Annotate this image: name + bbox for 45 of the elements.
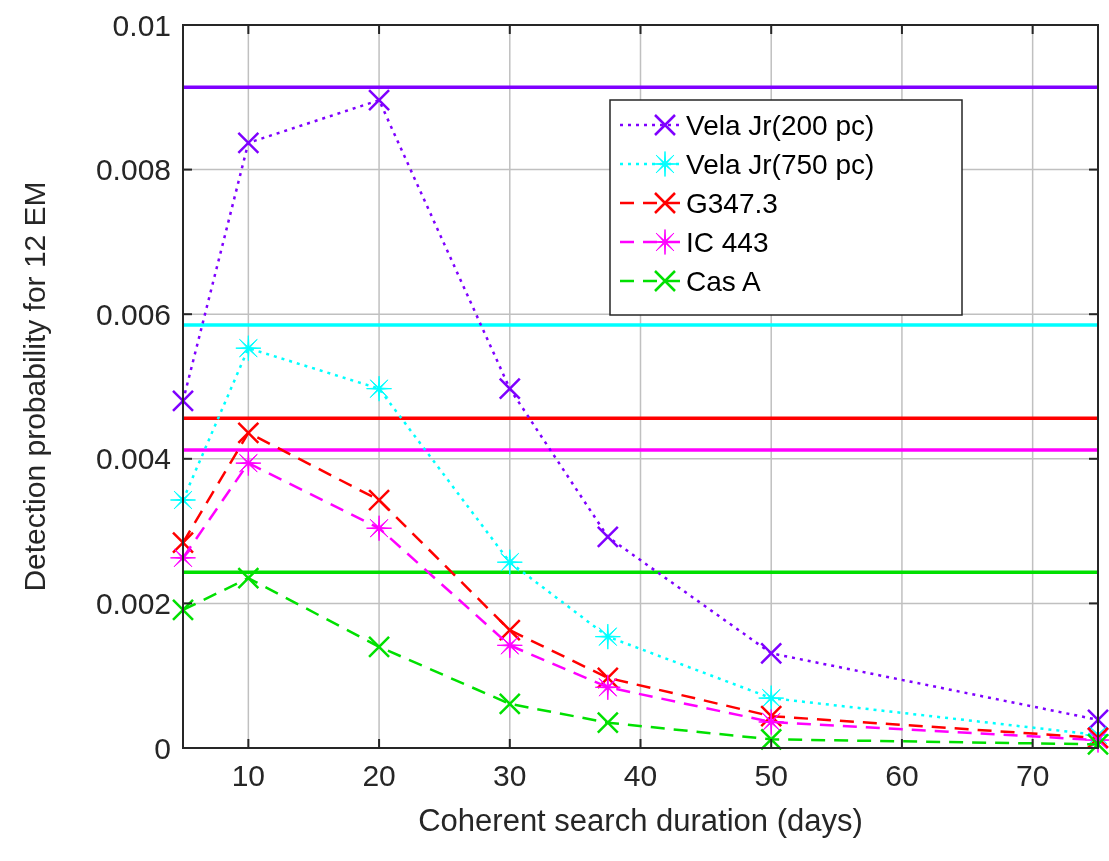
point — [237, 131, 260, 155]
point — [235, 450, 262, 477]
legend-label: Vela Jr(750 pc) — [686, 148, 875, 180]
x-tick-label: 60 — [885, 759, 919, 792]
point — [758, 708, 785, 735]
y-tick-label: 0.004 — [95, 442, 171, 476]
point — [237, 566, 260, 590]
y-tick-label: 0 — [154, 731, 171, 765]
point — [367, 635, 391, 659]
y-tick-label: 0.002 — [95, 586, 171, 620]
point — [596, 525, 620, 549]
point — [367, 488, 391, 512]
point — [594, 623, 621, 650]
point — [758, 685, 785, 712]
x-tick-label: 20 — [362, 759, 396, 792]
x-tick-label: 10 — [231, 759, 266, 792]
point — [171, 598, 195, 622]
point — [366, 375, 393, 402]
point — [1086, 733, 1109, 756]
point — [498, 377, 522, 400]
x-tick-label: 40 — [623, 759, 658, 792]
point — [496, 549, 523, 576]
point — [759, 642, 783, 665]
x-axis-title: Coherent search duration (days) — [418, 803, 863, 838]
point — [237, 421, 260, 445]
point — [171, 389, 195, 413]
point — [498, 692, 522, 716]
x-tick-label: 50 — [754, 759, 788, 792]
x-tick-label: 70 — [1015, 759, 1050, 792]
point — [759, 728, 783, 751]
point — [596, 711, 620, 734]
point — [235, 335, 262, 362]
y-tick-label: 0.01 — [112, 8, 171, 42]
legend-label: IC 443 — [686, 226, 769, 258]
y-axis-title: Detection probability for 12 EM — [18, 181, 51, 592]
y-tick-label: 0.008 — [95, 153, 171, 187]
x-tick-label: 30 — [493, 759, 527, 792]
point — [367, 88, 391, 112]
point — [366, 515, 393, 542]
legend-label: G347.3 — [686, 187, 778, 219]
point — [594, 674, 621, 701]
legend-label: Cas A — [686, 265, 762, 297]
point — [496, 632, 523, 659]
legend-label: Vela Jr(200 pc) — [686, 109, 875, 141]
y-tick-label: 0.006 — [95, 297, 171, 331]
